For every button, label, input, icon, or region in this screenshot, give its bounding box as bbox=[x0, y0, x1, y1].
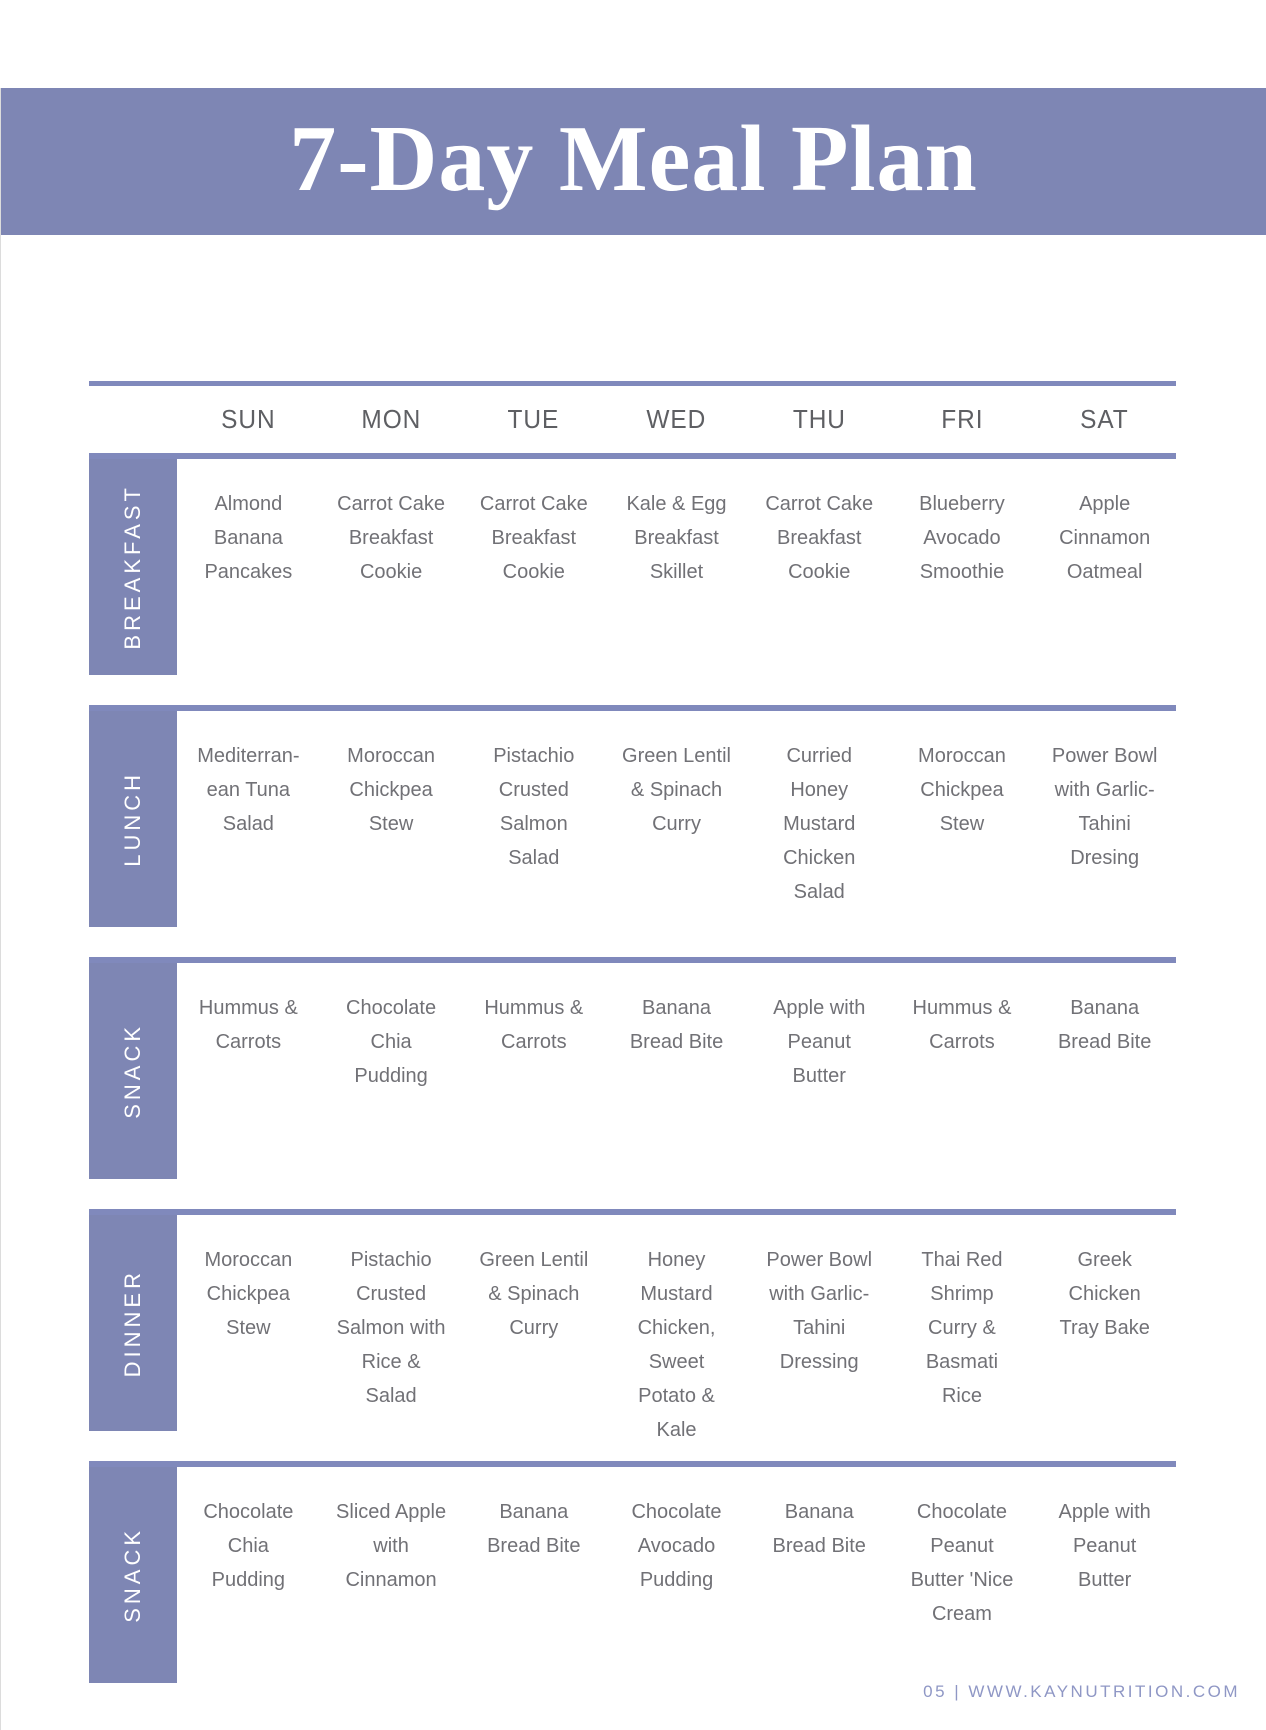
meal-cell: Apple with Peanut Butter bbox=[1058, 1501, 1151, 1591]
meal-row-dinner-3: DINNER Moroccan Chickpea Stew Pistachio C… bbox=[89, 1209, 1176, 1441]
day-header-row: SUN MON TUE WED THU FRI SAT bbox=[89, 381, 1176, 453]
meal-row-lunch-1: LUNCH Mediterran-ean Tuna Salad Moroccan … bbox=[89, 705, 1176, 927]
meal-cell: Almond Banana Pancakes bbox=[204, 493, 293, 583]
meal-cell: Honey Mustard Chicken, Sweet Potato & Ka… bbox=[637, 1249, 716, 1441]
row-label: LUNCH bbox=[89, 711, 177, 927]
day-header-sat: SAT bbox=[1080, 404, 1129, 434]
day-header-tue: TUE bbox=[507, 404, 560, 434]
meal-cell: Carrot Cake Breakfast Cookie bbox=[765, 493, 874, 583]
row-label-text: SNACK bbox=[120, 1023, 145, 1119]
meal-cell: Banana Bread Bite bbox=[629, 997, 724, 1053]
day-header-thu: THU bbox=[792, 404, 846, 434]
meal-cell: Apple with Peanut Butter bbox=[773, 997, 866, 1087]
day-header-mon: MON bbox=[361, 404, 421, 434]
meal-cell: Chocolate Chia Pudding bbox=[346, 997, 437, 1087]
meal-cell: Banana Bread Bite bbox=[1057, 997, 1152, 1053]
row-label: BREAKFAST bbox=[89, 459, 177, 675]
meal-cell: Banana Bread Bite bbox=[772, 1501, 866, 1557]
meal-cell: Chocolate Peanut Butter 'Nice Cream bbox=[910, 1501, 1014, 1625]
meal-row-snack-2: SNACK Hummus & Carrots Chocolate Chia Pud… bbox=[89, 957, 1176, 1179]
meal-cell: Blueberry Avocado Smoothie bbox=[919, 493, 1005, 583]
meal-cell: Moroccan Chickpea Stew bbox=[204, 1249, 293, 1339]
meal-cell: Banana Bread Bite bbox=[487, 1501, 581, 1557]
meal-row-snack-4: SNACK Chocolate Chia Pudding Sliced Apple… bbox=[89, 1461, 1176, 1683]
meal-cell: Thai Red Shrimp Curry & Basmati Rice bbox=[921, 1249, 1003, 1407]
meal-plan-page: { "header": { "title": "7-Day Meal Plan"… bbox=[0, 88, 1266, 1730]
meal-cell: Hummus & Carrots bbox=[484, 997, 584, 1053]
row-label: SNACK bbox=[89, 963, 177, 1179]
meal-cell: Mediterran-ean Tuna Salad bbox=[197, 745, 300, 835]
row-cells: Hummus & Carrots Chocolate Chia Pudding Hu… bbox=[177, 963, 1176, 1179]
meal-cell: Moroccan Chickpea Stew bbox=[918, 745, 1006, 835]
meal-cell: Carrot Cake Breakfast Cookie bbox=[479, 493, 588, 583]
meal-cell: Kale & Egg Breakfast Skillet bbox=[626, 493, 727, 583]
meal-cell: Carrot Cake Breakfast Cookie bbox=[337, 493, 445, 583]
page-footer: 05 | WWW.KAYNUTRITION.COM bbox=[923, 1682, 1240, 1701]
row-label: SNACK bbox=[89, 1467, 177, 1683]
meal-cell: Moroccan Chickpea Stew bbox=[347, 745, 435, 835]
row-cells: Chocolate Chia Pudding Sliced Apple with … bbox=[177, 1467, 1176, 1683]
meal-cell: Curried Honey Mustard Chicken Salad bbox=[783, 745, 856, 903]
row-cells: Almond Banana Pancakes Carrot Cake Breakf… bbox=[177, 459, 1176, 675]
meal-cell: Hummus & Carrots bbox=[198, 997, 298, 1053]
row-cells: Moroccan Chickpea Stew Pistachio Crusted … bbox=[177, 1215, 1176, 1441]
meal-cell: Green Lentil & Spinach Curry bbox=[622, 745, 731, 835]
meal-row-breakfast-0: BREAKFAST Almond Banana Pancakes Carrot C… bbox=[89, 453, 1176, 675]
meal-cell: Power Bowl with Garlic-Tahini Dressing bbox=[766, 1249, 873, 1373]
meal-cell: Pistachio Crusted Salmon with Rice & Sal… bbox=[336, 1249, 446, 1407]
row-label-text: SNACK bbox=[120, 1527, 145, 1623]
meal-cell: Greek Chicken Tray Bake bbox=[1059, 1249, 1150, 1339]
meal-plan-table: SUN MON TUE WED THU FRI SAT BREAKFAST Almond B… bbox=[89, 381, 1176, 1713]
meal-cell: Chocolate Avocado Pudding bbox=[631, 1501, 722, 1591]
meal-cell: Sliced Apple with Cinnamon bbox=[336, 1501, 447, 1591]
row-cells: Mediterran-ean Tuna Salad Moroccan Chickp… bbox=[177, 711, 1176, 927]
meal-cell: Power Bowl with Garlic-Tahini Dresing bbox=[1051, 745, 1158, 869]
page-title: 7-Day Meal Plan bbox=[289, 106, 978, 211]
row-label: DINNER bbox=[89, 1215, 177, 1431]
meal-cell: Apple Cinnamon Oatmeal bbox=[1059, 493, 1151, 583]
row-label-text: BREAKFAST bbox=[120, 484, 145, 650]
day-header-fri: FRI bbox=[940, 404, 984, 434]
meal-cell: Green Lentil & Spinach Curry bbox=[479, 1249, 589, 1339]
day-header-sun: SUN bbox=[221, 404, 276, 434]
meal-cell: Hummus & Carrots bbox=[912, 997, 1012, 1053]
row-label-text: LUNCH bbox=[120, 771, 145, 867]
day-header-wed: WED bbox=[646, 404, 707, 434]
row-label-text: DINNER bbox=[120, 1268, 145, 1378]
meal-cell: Chocolate Chia Pudding bbox=[203, 1501, 294, 1591]
title-banner: 7-Day Meal Plan bbox=[1, 88, 1266, 235]
meal-cell: Pistachio Crusted Salmon Salad bbox=[493, 745, 575, 869]
